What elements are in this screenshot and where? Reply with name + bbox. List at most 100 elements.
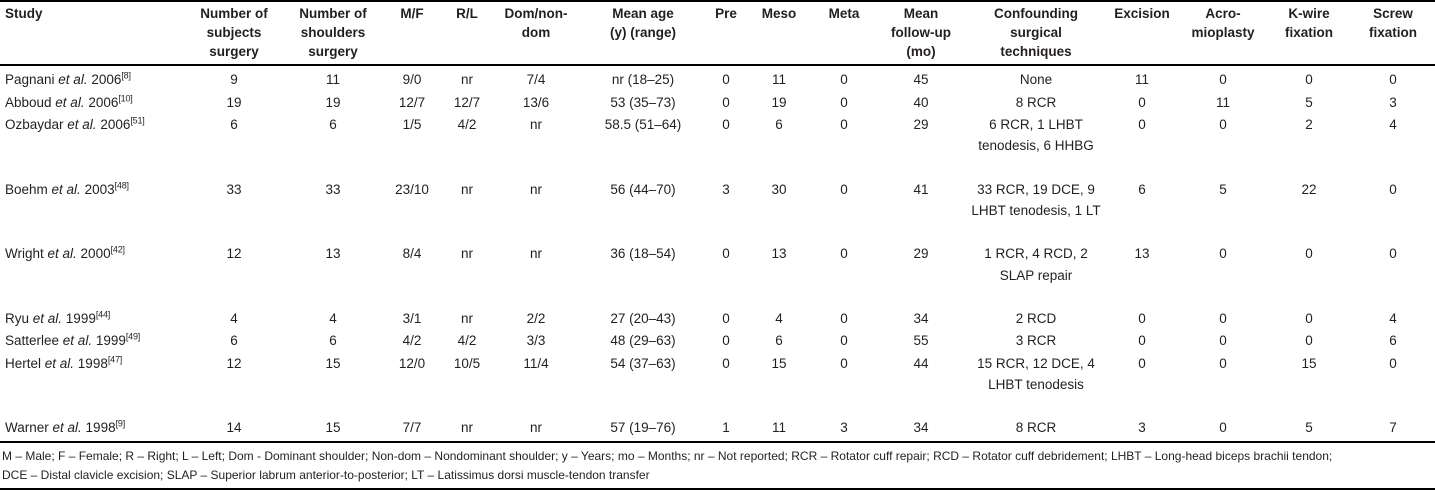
data-cell-mean-follow-up: 29 bbox=[913, 246, 929, 262]
data-cell-mean-age: 56 (44–70) bbox=[610, 181, 676, 197]
data-cell-mean-age: nr (18–25) bbox=[611, 72, 675, 88]
column-header-meso: Meso bbox=[745, 1, 813, 67]
data-cell-mean-age: 27 (20–43) bbox=[610, 311, 676, 327]
data-cell-kwire-fixation: 5 bbox=[1267, 416, 1351, 443]
study-cell: Boehm et al. 2003[48] bbox=[5, 180, 129, 197]
data-cell-kwire-fixation: 15 bbox=[1301, 355, 1317, 371]
data-cell-mean-follow-up: 29 bbox=[913, 117, 929, 133]
column-header-num-subjects-surgery: Number of subjects surgery bbox=[185, 1, 283, 67]
data-cell-male-female: 1/5 bbox=[402, 117, 422, 133]
study-cell: Ozbaydar et al. 2006[51] bbox=[5, 115, 145, 133]
data-cell-meso: 6 bbox=[775, 117, 783, 133]
data-cell-meta: 0 bbox=[840, 117, 848, 133]
data-cell-excision: 0 bbox=[1138, 355, 1146, 371]
data-cell-num-subjects-surgery: 9 bbox=[230, 72, 238, 88]
reference-superscript: [48] bbox=[114, 180, 129, 191]
data-cell-pre: 0 bbox=[722, 246, 730, 262]
column-header-meta: Meta bbox=[813, 1, 875, 67]
data-cell-right-left: nr bbox=[460, 72, 473, 88]
data-cell-right-left: 4/2 bbox=[457, 117, 477, 133]
data-cell-num-subjects-surgery: 4 bbox=[230, 311, 238, 327]
column-header-right-left: R/L bbox=[441, 1, 493, 67]
study-cell: Abboud et al. 2006[10] bbox=[5, 93, 133, 110]
reference-superscript: [42] bbox=[110, 244, 125, 255]
data-cell-num-shoulders-surgery: 15 bbox=[283, 416, 383, 443]
data-cell-meso: 4 bbox=[775, 311, 783, 327]
data-cell-excision: 0 bbox=[1138, 117, 1146, 133]
data-cell-excision: 0 bbox=[1138, 94, 1146, 110]
data-cell-male-female: 12/0 bbox=[398, 355, 426, 371]
data-cell-mean-follow-up: 45 bbox=[913, 72, 929, 88]
data-cell-kwire-fixation: 2 bbox=[1305, 117, 1313, 133]
data-cell-meso: 19 bbox=[771, 94, 787, 110]
data-cell-dom-nondom: 13/6 bbox=[522, 94, 550, 110]
data-cell-mean-age: 58.5 (51–64) bbox=[604, 117, 682, 133]
data-cell-meso: 11 bbox=[771, 72, 786, 88]
data-cell-mean-follow-up: 40 bbox=[913, 94, 929, 110]
data-cell-dom-nondom: nr bbox=[529, 117, 542, 133]
data-cell-screw-fixation: 6 bbox=[1389, 333, 1397, 349]
footnote-line: M – Male; F – Female; R – Right; L – Lef… bbox=[2, 448, 1333, 463]
data-cell-kwire-fixation: 0 bbox=[1305, 72, 1313, 88]
data-cell-confounding-techniques: 6 RCR, 1 LHBT tenodesis, 6 HHBG bbox=[978, 117, 1094, 154]
data-cell-screw-fixation: 3 bbox=[1389, 94, 1397, 110]
column-header-excision: Excision bbox=[1105, 1, 1179, 67]
data-cell-kwire-fixation: 0 bbox=[1305, 333, 1313, 349]
data-cell-male-female: 3/1 bbox=[402, 311, 422, 327]
data-cell-dom-nondom: 2/2 bbox=[526, 311, 546, 327]
study-cell: Warner et al. 1998[9] bbox=[0, 416, 185, 443]
column-header-male-female: M/F bbox=[383, 1, 441, 67]
data-cell-mean-follow-up: 34 bbox=[913, 311, 929, 327]
column-header-acromioplasty: Acro-mioplasty bbox=[1179, 1, 1267, 67]
data-cell-acromioplasty: 0 bbox=[1219, 72, 1227, 88]
header-row: Study Number of subjects surgery Number of sh… bbox=[0, 1, 1435, 67]
data-cell-mean-age: 57 (19–76) bbox=[579, 416, 707, 443]
column-header-num-shoulders-surgery: Number of shoulders surgery bbox=[283, 1, 383, 67]
study-cell: Ryu et al. 1999[44] bbox=[5, 309, 111, 327]
data-cell-acromioplasty: 0 bbox=[1219, 246, 1227, 262]
table-row: Wright et al. 2000[42] 12 13 8/4 nr nr 36 (18–… bbox=[0, 242, 1435, 307]
data-cell-confounding-techniques: 15 RCR, 12 DCE, 4 LHBT tenodesis bbox=[977, 355, 1095, 393]
data-cell-num-shoulders-surgery: 33 bbox=[325, 181, 341, 197]
data-cell-acromioplasty: 0 bbox=[1219, 355, 1227, 371]
data-cell-right-left: 4/2 bbox=[457, 333, 477, 349]
data-cell-meso: 6 bbox=[775, 333, 783, 349]
table-row: Warner et al. 1998[9] 14 15 7/7 nr nr 57 (19–7… bbox=[0, 416, 1435, 443]
data-cell-mean-follow-up: 41 bbox=[913, 181, 929, 197]
column-header-dom-nondom: Dom/non-dom bbox=[493, 1, 579, 67]
study-comparison-table: Study Number of subjects surgery Number of sh… bbox=[0, 0, 1435, 443]
data-cell-right-left: nr bbox=[460, 311, 473, 327]
data-cell-mean-follow-up: 44 bbox=[913, 355, 929, 371]
data-cell-meta: 3 bbox=[813, 416, 875, 443]
data-cell-num-shoulders-surgery: 6 bbox=[329, 333, 337, 349]
data-cell-excision: 6 bbox=[1138, 181, 1146, 197]
table-row: Abboud et al. 2006[10] 19 19 12/7 12/7 13/6 53… bbox=[0, 91, 1435, 113]
study-cell: Hertel et al. 1998[47] bbox=[5, 354, 123, 371]
data-cell-screw-fixation: 4 bbox=[1389, 117, 1397, 133]
table-row: Ryu et al. 1999[44] 4 4 3/1 nr 2/2 27 (20–43) 0… bbox=[0, 307, 1435, 329]
data-cell-confounding-techniques: 33 RCR, 19 DCE, 9 LHBT tenodesis, 1 LT bbox=[971, 181, 1101, 219]
data-cell-pre: 0 bbox=[722, 311, 730, 327]
reference-superscript: [10] bbox=[118, 93, 133, 104]
data-cell-num-shoulders-surgery: 4 bbox=[329, 311, 337, 327]
data-cell-confounding-techniques: 8 RCR bbox=[1015, 94, 1057, 110]
data-cell-dom-nondom: nr bbox=[529, 246, 542, 262]
data-cell-excision: 11 bbox=[1134, 72, 1149, 88]
table-row: Boehm et al. 2003[48] 33 33 23/10 nr nr 56 (44… bbox=[0, 178, 1435, 243]
data-cell-acromioplasty: 0 bbox=[1179, 416, 1267, 443]
data-cell-male-female: 7/7 bbox=[383, 416, 441, 443]
data-cell-screw-fixation: 0 bbox=[1389, 355, 1397, 371]
data-cell-dom-nondom: nr bbox=[529, 181, 542, 197]
data-cell-num-subjects-surgery: 6 bbox=[230, 117, 238, 133]
data-cell-screw-fixation: 7 bbox=[1351, 416, 1435, 443]
data-cell-num-shoulders-surgery: 19 bbox=[325, 94, 341, 110]
data-cell-kwire-fixation: 5 bbox=[1305, 94, 1313, 110]
table-body: Pagnani et al. 2006[8] 9 11 9/0 nr 7/4 nr (18–… bbox=[0, 65, 1435, 443]
data-cell-confounding-techniques: 8 RCR bbox=[967, 416, 1105, 443]
study-cell: Wright et al. 2000[42] bbox=[5, 244, 125, 262]
data-cell-acromioplasty: 0 bbox=[1219, 117, 1227, 133]
data-cell-pre: 0 bbox=[722, 72, 730, 88]
data-cell-num-subjects-surgery: 33 bbox=[226, 181, 242, 197]
data-cell-meta: 0 bbox=[840, 94, 848, 110]
data-cell-dom-nondom: 7/4 bbox=[526, 72, 546, 88]
